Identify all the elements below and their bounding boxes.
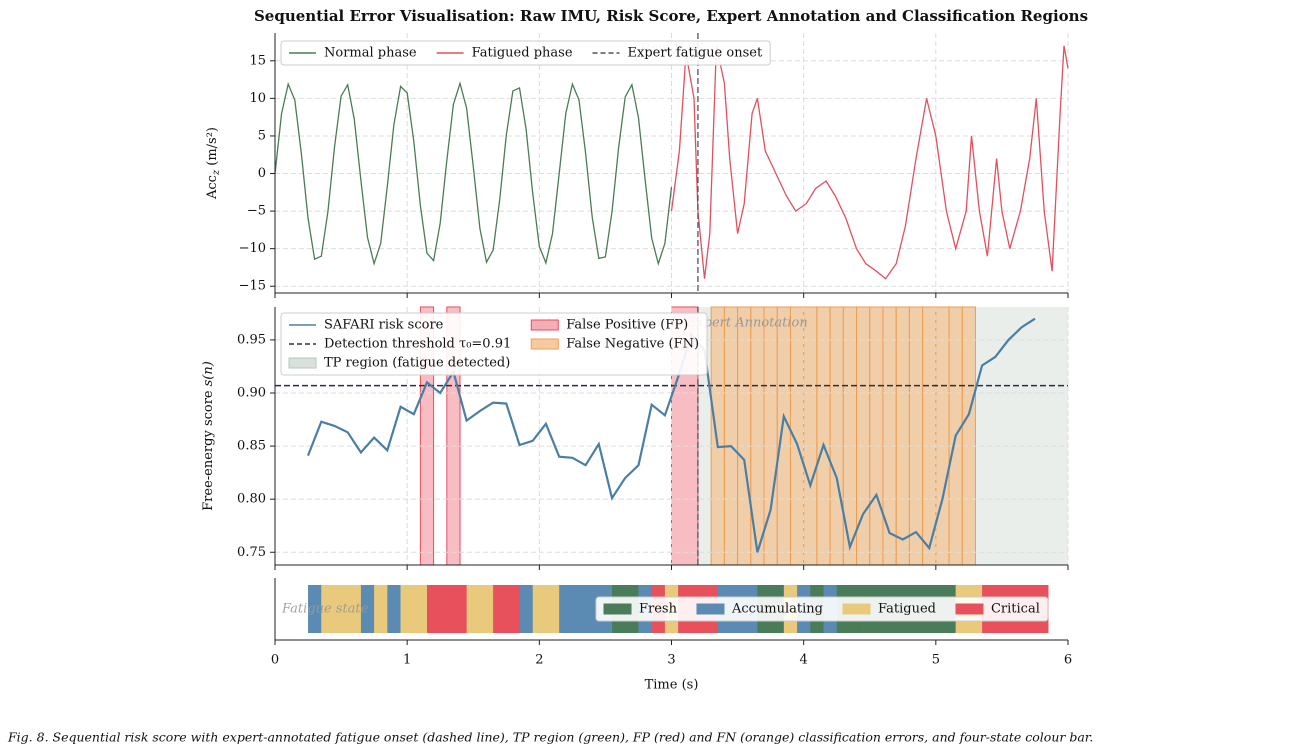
legend-box [280, 312, 708, 376]
region [935, 306, 950, 566]
x-tick-label: 5 [932, 653, 940, 668]
region [869, 306, 884, 566]
legend-label: Accumulating [731, 602, 823, 617]
legend-label: TP region (fatigue detected) [324, 356, 510, 371]
region [776, 306, 791, 566]
y-tick-label: 0.80 [237, 492, 266, 507]
state-segment [413, 585, 428, 633]
y-tick-label: 15 [249, 53, 266, 68]
state-segment [519, 585, 534, 633]
state-segment [479, 585, 494, 633]
region [908, 306, 924, 566]
state-segment [493, 585, 507, 633]
state-segment [321, 585, 335, 633]
legend-label: Normal phase [324, 46, 417, 61]
state-segment [559, 585, 573, 633]
y-tick-label: −10 [239, 241, 266, 256]
state-segment [334, 585, 348, 633]
y-axis-label-part: z [211, 169, 222, 176]
region [882, 306, 897, 566]
y-axis-label: Accz (m/s²) [205, 127, 222, 200]
y-tick-label: 0 [258, 166, 266, 181]
data-line [670, 45, 1069, 280]
state-segment [308, 585, 322, 633]
caption: Fig. 8. Sequential risk score with exper… [7, 730, 1093, 745]
region [737, 306, 752, 566]
state-segment [585, 585, 600, 633]
legend-swatch [603, 603, 632, 615]
y-axis-label: Free-energy score s(n) [201, 361, 216, 511]
panel-label: Fatigue state [281, 602, 369, 617]
legend-label: Expert fatigue onset [628, 46, 763, 61]
legend-box [595, 596, 1049, 622]
legend-box [280, 40, 771, 66]
state-segment [572, 585, 586, 633]
y-tick-label: 10 [249, 91, 266, 106]
state-segment [360, 585, 375, 633]
region [803, 306, 818, 566]
state-segment [453, 585, 467, 633]
x-tick-label: 4 [800, 653, 808, 668]
y-tick-label: 0.85 [237, 439, 266, 454]
legend-label: Critical [991, 602, 1040, 617]
region [829, 306, 844, 566]
state-segment [387, 585, 401, 633]
state-segment [347, 585, 362, 633]
legend-swatch [955, 603, 984, 615]
state-segment [374, 585, 388, 633]
legend-label: Detection threshold τ₀=0.91 [324, 337, 511, 352]
state-segment [400, 585, 415, 633]
data-line [306, 317, 1036, 553]
state-segment [466, 585, 481, 633]
region [895, 306, 910, 566]
x-tick-label: 0 [271, 653, 279, 668]
region [961, 306, 976, 566]
y-tick-label: 5 [258, 128, 266, 143]
legend-label: Fatigued [878, 602, 936, 617]
legend-label: False Positive (FP) [566, 318, 688, 333]
region [710, 306, 725, 566]
chart-title: Sequential Error Visualisation: Raw IMU,… [254, 7, 1088, 25]
legend-swatch [696, 603, 725, 615]
x-tick-label: 1 [403, 653, 411, 668]
x-tick-label: 2 [535, 653, 543, 668]
state-segment [545, 585, 560, 633]
state-segment [440, 585, 454, 633]
y-tick-label: 0.90 [237, 386, 266, 401]
y-tick-label: −5 [247, 204, 266, 219]
legend-swatch [842, 603, 871, 615]
legend-swatch [288, 357, 317, 369]
region [723, 306, 739, 566]
x-axis-label: Time (s) [645, 678, 699, 693]
y-axis-label-part: s(n) [201, 361, 216, 386]
x-tick-label: 3 [667, 653, 675, 668]
legend-swatch [530, 319, 559, 331]
state-segment [532, 585, 547, 633]
region [922, 306, 937, 566]
y-axis-label-part: Free-energy score [201, 390, 216, 511]
data-line [274, 80, 673, 267]
legend-label: False Negative (FN) [566, 337, 699, 352]
region [816, 306, 831, 566]
y-tick-label: 0.75 [237, 545, 266, 560]
x-tick-label: 6 [1064, 653, 1072, 668]
y-axis-label-part: (m/s²) [205, 127, 220, 166]
y-axis-label-part: Acc [205, 175, 220, 200]
y-tick-label: −15 [239, 279, 266, 294]
state-segment [426, 585, 441, 633]
y-tick-label: 0.95 [237, 332, 266, 347]
legend-swatch [530, 338, 559, 350]
legend-label: Fresh [639, 602, 678, 617]
legend-label: SAFARI risk score [324, 318, 444, 333]
state-segment [506, 585, 520, 633]
legend-label: Fatigued phase [472, 46, 573, 61]
